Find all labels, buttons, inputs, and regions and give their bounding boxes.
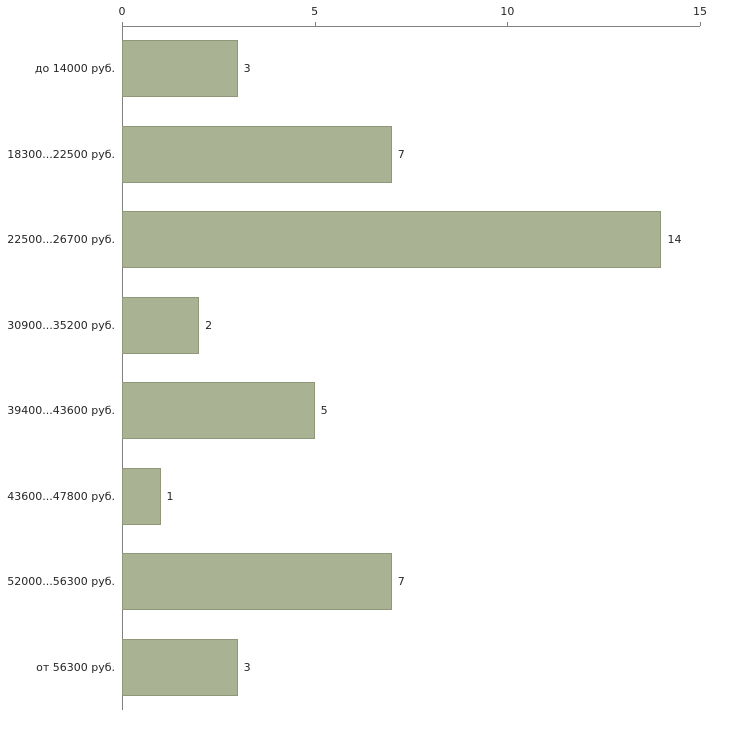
bar [122, 40, 238, 98]
bar [122, 211, 662, 269]
bar [122, 125, 392, 183]
bar-track: 3 [122, 638, 700, 696]
bar-track: 7 [122, 553, 700, 611]
category-label: 30900...35200 руб. [7, 318, 115, 332]
x-axis-tick-label: 15 [693, 5, 707, 18]
x-axis: 0 5 10 15 [118, 0, 707, 26]
value-label: 3 [243, 660, 251, 674]
bar-track: 14 [122, 211, 700, 269]
bar-row: 18300...22500 руб. 7 [0, 112, 730, 198]
x-axis-tick-label: 10 [500, 5, 515, 18]
value-label: 1 [166, 489, 174, 503]
bar-track: 1 [122, 467, 700, 525]
x-axis-tick-mark [700, 22, 701, 26]
x-axis-tick-label: 0 [118, 5, 126, 18]
value-label: 7 [397, 575, 405, 589]
bar-track: 2 [122, 296, 700, 354]
bar-track: 7 [122, 125, 700, 183]
bar-row: 39400...43600 руб. 5 [0, 368, 730, 454]
x-axis-tick-mark [507, 22, 509, 26]
bar-rows: до 14000 руб. 3 18300...22500 руб. 7 22500..… [0, 26, 730, 710]
bar [122, 467, 161, 525]
category-label: от 56300 руб. [36, 660, 115, 674]
y-axis-line [122, 26, 123, 710]
bar-row: до 14000 руб. 3 [0, 26, 730, 112]
category-label: 43600...47800 руб. [7, 489, 115, 503]
category-label: 52000...56300 руб. [7, 575, 115, 589]
bar [122, 638, 238, 696]
category-label: 39400...43600 руб. [7, 404, 115, 418]
bar-row: 52000...56300 руб. 7 [0, 539, 730, 625]
value-label: 2 [205, 318, 213, 332]
category-label: 18300...22500 руб. [7, 147, 115, 161]
bar-row: от 56300 руб. 3 [0, 625, 730, 711]
value-label: 3 [243, 62, 251, 76]
bar-row: 22500...26700 руб. 14 [0, 197, 730, 283]
value-label: 5 [320, 404, 328, 418]
x-axis-tick-mark [314, 22, 316, 26]
bar-track: 5 [122, 382, 700, 440]
value-label: 14 [667, 233, 682, 247]
x-axis-line [122, 26, 700, 27]
category-label: до 14000 руб. [34, 62, 115, 76]
bar [122, 382, 315, 440]
x-axis-tick-mark [122, 22, 123, 26]
bar-track: 3 [122, 40, 700, 98]
x-axis-tick-label: 5 [311, 5, 319, 18]
bar-row: 43600...47800 руб. 1 [0, 454, 730, 540]
category-label: 22500...26700 руб. [7, 233, 115, 247]
bar-row: 30900...35200 руб. 2 [0, 283, 730, 369]
bar [122, 553, 392, 611]
value-label: 7 [397, 147, 405, 161]
bar [122, 296, 200, 354]
